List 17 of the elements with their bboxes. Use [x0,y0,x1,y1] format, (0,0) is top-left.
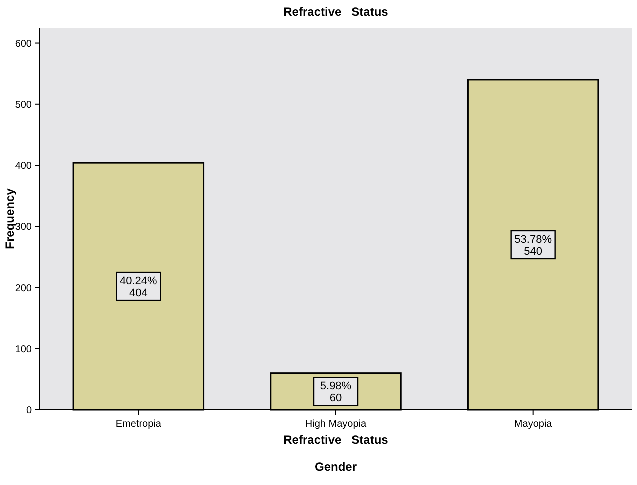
data-label: 40.24% 404 [120,276,158,300]
x-axis-title: Refractive _Status [284,433,389,447]
chart-title: Refractive _Status [284,5,389,19]
x-tick-label: Emetropia [116,419,162,430]
x-tick-label: Mayopia [514,419,553,430]
y-tick-label: 500 [15,100,32,111]
y-tick-label: 400 [15,161,32,172]
y-axis-title: Frequency [3,188,17,250]
y-tick-label: 600 [15,38,32,50]
y-tick-label: 100 [15,344,32,356]
data-label: 5.98% 60 [320,380,352,405]
y-tick-label: 200 [15,283,32,294]
data-label: 53.78% 540 [514,234,552,258]
x-tick-label: High Mayopia [305,419,368,430]
y-tick-label: 0 [26,406,32,416]
text: Gender [314,460,358,474]
y-tick-label: 300 [15,222,32,234]
